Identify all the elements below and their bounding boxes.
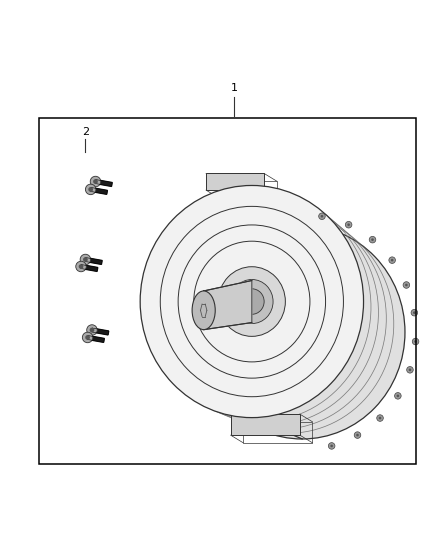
Ellipse shape: [140, 185, 364, 418]
Circle shape: [395, 393, 401, 399]
Bar: [219, 181, 277, 198]
Circle shape: [411, 309, 418, 316]
Circle shape: [90, 176, 101, 187]
Circle shape: [371, 238, 374, 241]
Circle shape: [391, 259, 393, 262]
Bar: [231, 414, 300, 435]
Bar: [206, 173, 264, 190]
Circle shape: [87, 325, 97, 335]
Circle shape: [413, 311, 416, 314]
Bar: [243, 422, 312, 443]
Circle shape: [93, 179, 98, 184]
Polygon shape: [90, 188, 107, 195]
Circle shape: [85, 184, 96, 195]
Circle shape: [403, 282, 410, 288]
Circle shape: [406, 367, 413, 373]
Ellipse shape: [240, 289, 264, 314]
Circle shape: [82, 332, 93, 343]
Circle shape: [396, 394, 399, 397]
Polygon shape: [95, 180, 112, 187]
Circle shape: [409, 368, 411, 371]
Circle shape: [377, 415, 383, 421]
Circle shape: [328, 442, 335, 449]
Circle shape: [330, 445, 333, 447]
Circle shape: [85, 335, 90, 340]
Circle shape: [319, 213, 325, 220]
Polygon shape: [92, 328, 109, 335]
Circle shape: [345, 221, 352, 228]
Polygon shape: [140, 302, 405, 439]
Circle shape: [90, 328, 94, 333]
Polygon shape: [81, 264, 98, 271]
Circle shape: [354, 432, 361, 438]
Circle shape: [321, 215, 323, 217]
Circle shape: [80, 254, 91, 265]
Circle shape: [414, 340, 417, 343]
Ellipse shape: [231, 279, 273, 324]
Circle shape: [389, 257, 396, 263]
Polygon shape: [85, 257, 102, 264]
Ellipse shape: [199, 225, 405, 439]
Circle shape: [412, 338, 419, 345]
Bar: [39, 118, 416, 464]
Circle shape: [79, 264, 83, 269]
Ellipse shape: [218, 266, 285, 336]
Text: 1: 1: [231, 84, 238, 93]
Circle shape: [379, 417, 381, 419]
Circle shape: [83, 257, 88, 262]
Polygon shape: [204, 280, 252, 329]
Circle shape: [356, 434, 359, 437]
Polygon shape: [140, 185, 405, 332]
Circle shape: [347, 223, 350, 226]
Circle shape: [76, 261, 86, 272]
Ellipse shape: [192, 291, 215, 329]
Text: 2: 2: [82, 127, 89, 138]
Circle shape: [369, 236, 376, 243]
Circle shape: [88, 187, 93, 192]
Circle shape: [405, 284, 408, 286]
Polygon shape: [87, 335, 104, 342]
